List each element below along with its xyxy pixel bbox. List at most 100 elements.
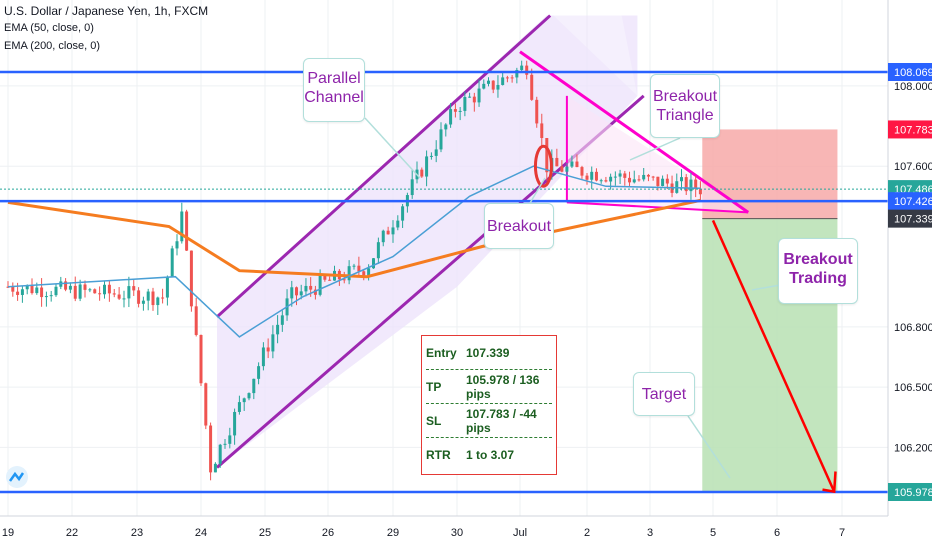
candle-body: [271, 334, 275, 352]
candle-body: [501, 77, 505, 85]
time-axis[interactable]: 19 22 23 24 25 26 29 30 Jul 2 3 5 6 7: [0, 515, 932, 550]
candle-body: [304, 285, 308, 292]
candle-body: [401, 206, 405, 221]
candle-body: [170, 248, 174, 277]
trade-key: SL: [426, 413, 442, 428]
candle-body: [20, 289, 24, 295]
callout-breakout-trading: Breakout Trading: [778, 238, 858, 304]
callout-pointer: [529, 177, 546, 204]
callout-line: Channel: [304, 89, 364, 106]
candle-body: [342, 279, 346, 281]
candle-body: [623, 173, 627, 178]
trade-value: 105.978 / 136 pips: [466, 372, 540, 401]
parallel-channel: [215, 14, 645, 469]
candle-body: [656, 176, 660, 186]
price-axis[interactable]: 108.000 107.600 106.800 106.500 106.200 108.0…: [887, 0, 932, 550]
trade-key: Entry: [426, 345, 457, 360]
candle-body: [137, 290, 141, 304]
candle-body: [73, 285, 77, 299]
candle-body: [261, 347, 265, 367]
candle-body: [54, 286, 58, 296]
candle-body: [535, 99, 539, 124]
time-tick-label: 30: [451, 527, 463, 539]
candle-body: [642, 174, 646, 180]
candle-body: [362, 271, 366, 276]
ema200-line: [7, 198, 701, 279]
triangle-upper-line: [519, 50, 750, 214]
candle-body: [376, 242, 380, 259]
candle-body: [628, 177, 632, 183]
projection-arrowhead: [822, 471, 837, 494]
candle-body: [609, 176, 613, 182]
trade-row-tp: TP 105.978 / 136 pips: [426, 370, 552, 404]
candle-body: [237, 402, 241, 412]
candle-body: [367, 268, 371, 276]
candle-body: [570, 161, 574, 167]
candle-body: [487, 80, 490, 84]
time-tick-label: 23: [131, 527, 143, 539]
candle-body: [68, 285, 72, 290]
candle-body: [689, 179, 693, 192]
candle-body: [386, 230, 390, 235]
candle-body: [49, 295, 53, 297]
trade-row-entry: Entry 107.339: [426, 336, 552, 370]
price-tick-label: 106.200: [894, 442, 932, 454]
trade-key: RTR: [426, 447, 451, 462]
candle-body: [223, 443, 227, 445]
tradingview-logo-icon[interactable]: [6, 466, 28, 488]
candle-body: [530, 74, 534, 100]
candle-body: [175, 241, 179, 249]
candle-body: [565, 166, 569, 172]
price-tick-label: 106.500: [894, 382, 932, 394]
callout-line: Breakout: [652, 88, 718, 105]
candle-body: [233, 411, 237, 436]
price-tag-label: 107.783: [894, 124, 932, 136]
candle-body: [637, 179, 641, 181]
candle-body: [357, 265, 361, 272]
candle-body: [11, 286, 15, 292]
trade-value: 1 to 3.07: [466, 447, 515, 462]
candle-body: [112, 293, 116, 295]
candle-body: [122, 298, 126, 300]
candle-body: [141, 300, 145, 304]
candle-body: [396, 220, 400, 228]
price-tag: [888, 192, 932, 211]
ema-lines: [7, 165, 701, 338]
candle-body: [328, 279, 332, 281]
candle-body: [585, 175, 589, 180]
candle-body: [78, 284, 82, 299]
callout-line: Parallel: [307, 70, 361, 87]
candle-body: [482, 83, 486, 89]
candle-body: [6, 286, 10, 288]
candle-body: [472, 96, 476, 103]
time-tick-label: 24: [195, 527, 207, 539]
candle-body: [40, 287, 44, 298]
ema50-legend[interactable]: EMA (50, close, 0): [4, 22, 94, 34]
candle-body: [132, 286, 136, 291]
time-tick-label: 6: [774, 527, 780, 539]
callout-pointer: [687, 415, 731, 479]
candle-body: [103, 284, 106, 295]
callout-pointer: [629, 137, 681, 161]
price-tag: [888, 483, 932, 501]
candle-body: [299, 291, 303, 296]
symbol-title: U.S. Dollar / Japanese Yen, 1h, FXCM: [4, 4, 209, 18]
candle-body: [189, 250, 193, 307]
candle-body: [665, 178, 669, 184]
candle-body: [391, 227, 395, 235]
candle-body: [590, 171, 594, 180]
price-tick-label: 107.600: [894, 161, 932, 173]
price-tick-label: 106.800: [894, 322, 932, 334]
candle-body: [540, 123, 544, 139]
candle-body: [651, 176, 655, 178]
candle-body: [185, 211, 189, 251]
ema200-legend[interactable]: EMA (200, close, 0): [4, 40, 100, 52]
candlesticks: [6, 60, 702, 481]
candle-body: [439, 129, 443, 150]
candle-body: [575, 161, 579, 168]
trade-key: TP: [426, 379, 442, 394]
candle-body: [352, 265, 356, 267]
channel-fill: [217, 15, 638, 468]
callout-pointer: [364, 117, 421, 179]
